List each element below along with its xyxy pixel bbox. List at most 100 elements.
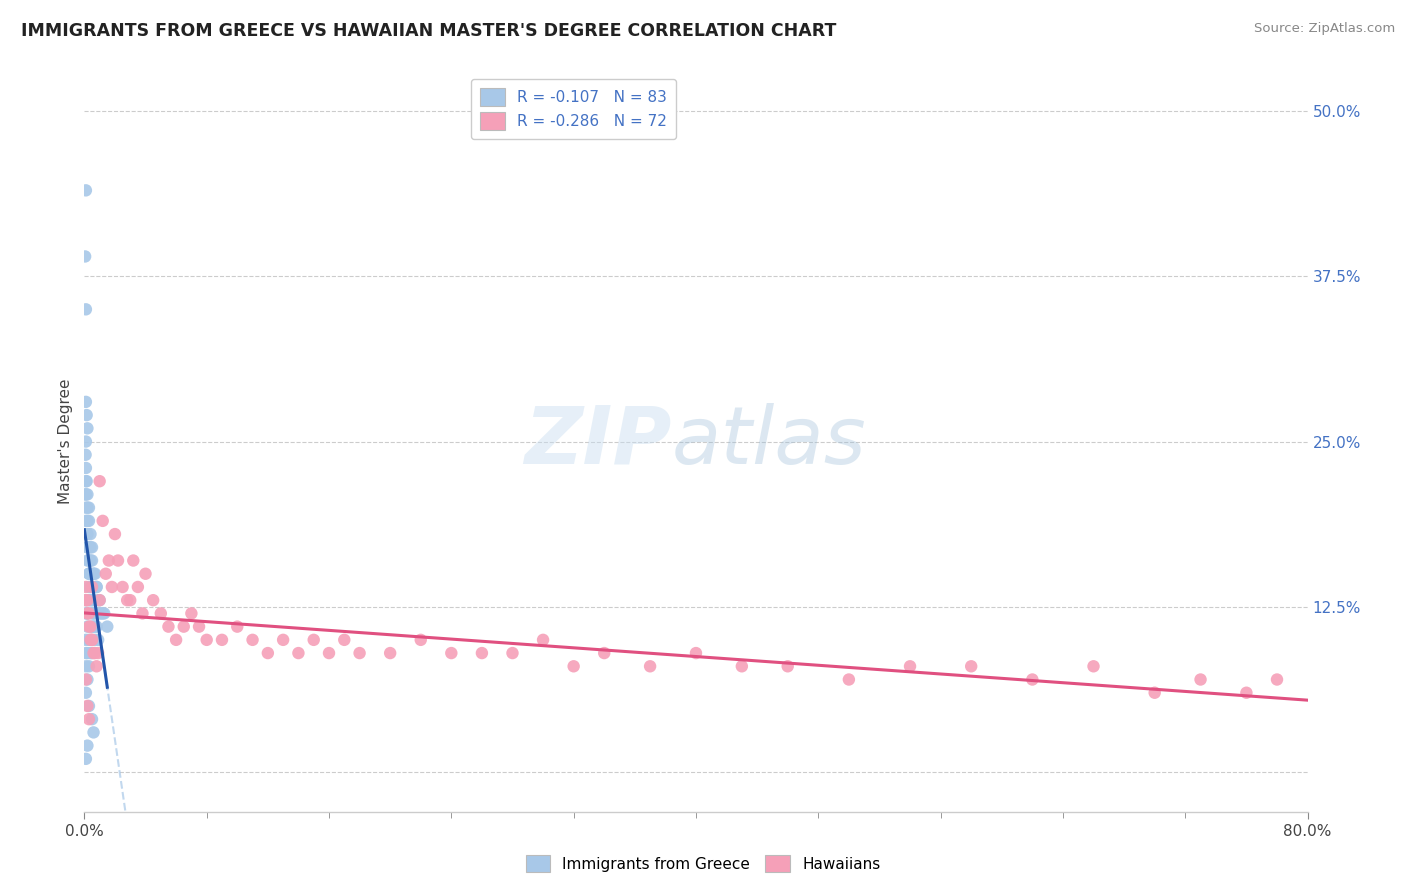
Point [211, 632, 233, 647]
Point [75, 752, 97, 766]
Point [75, 448, 97, 462]
Point [638, 659, 661, 673]
Point [333, 632, 356, 647]
Y-axis label: Master's Degree: Master's Degree [58, 379, 73, 504]
Point [75, 593, 97, 607]
Point [471, 646, 494, 660]
Point [89, 474, 111, 488]
Point [76, 593, 98, 607]
Point [76, 620, 98, 634]
Point [440, 646, 463, 660]
Point [77, 712, 100, 726]
Point [76, 421, 98, 435]
Point [77, 593, 100, 607]
Point [77, 632, 100, 647]
Point [80, 553, 103, 567]
Point [80, 593, 103, 607]
Point [84, 607, 107, 621]
Point [75, 302, 97, 317]
Point [287, 646, 309, 660]
Point [75, 395, 97, 409]
Point [173, 620, 195, 634]
Point [75, 434, 97, 449]
Point [83, 566, 105, 581]
Point [84, 620, 107, 634]
Point [77, 566, 100, 581]
Point [76, 500, 98, 515]
Point [898, 659, 921, 673]
Point [80, 580, 103, 594]
Text: IMMIGRANTS FROM GREECE VS HAWAIIAN MASTER'S DEGREE CORRELATION CHART: IMMIGRANTS FROM GREECE VS HAWAIIAN MASTE… [21, 22, 837, 40]
Point [75, 474, 97, 488]
Point [75, 580, 97, 594]
Point [76, 698, 98, 713]
Point [257, 646, 280, 660]
Point [83, 593, 105, 607]
Point [531, 632, 554, 647]
Point [731, 659, 754, 673]
Point [271, 632, 294, 647]
Point [75, 461, 97, 475]
Point [77, 698, 100, 713]
Point [120, 593, 142, 607]
Point [77, 553, 100, 567]
Point [149, 607, 172, 621]
Legend: Immigrants from Greece, Hawaiians: Immigrants from Greece, Hawaiians [517, 847, 889, 880]
Point [87, 632, 110, 647]
Point [593, 646, 616, 660]
Point [75, 487, 97, 501]
Point [75, 646, 97, 660]
Point [86, 620, 108, 634]
Point [83, 607, 105, 621]
Legend: R = -0.107   N = 83, R = -0.286   N = 72: R = -0.107 N = 83, R = -0.286 N = 72 [471, 79, 676, 139]
Point [180, 607, 202, 621]
Point [242, 632, 264, 647]
Point [84, 580, 107, 594]
Point [75, 686, 97, 700]
Point [90, 607, 112, 621]
Point [80, 632, 103, 647]
Point [76, 408, 98, 422]
Point [76, 527, 98, 541]
Point [79, 620, 101, 634]
Point [226, 620, 249, 634]
Point [94, 566, 117, 581]
Point [115, 593, 138, 607]
Point [76, 739, 98, 753]
Point [75, 250, 97, 264]
Point [79, 632, 101, 647]
Point [80, 580, 103, 594]
Point [79, 593, 101, 607]
Point [75, 514, 97, 528]
Point [107, 553, 129, 567]
Point [77, 500, 100, 515]
Text: atlas: atlas [672, 402, 866, 481]
Point [195, 632, 218, 647]
Point [84, 646, 107, 660]
Point [80, 712, 103, 726]
Point [685, 646, 707, 660]
Point [75, 673, 97, 687]
Point [76, 541, 98, 555]
Point [75, 632, 97, 647]
Point [79, 527, 101, 541]
Point [1143, 686, 1166, 700]
Point [79, 541, 101, 555]
Point [76, 607, 98, 621]
Point [76, 553, 98, 567]
Point [80, 632, 103, 647]
Point [1236, 686, 1258, 700]
Point [75, 659, 97, 673]
Point [83, 646, 105, 660]
Point [380, 646, 402, 660]
Point [101, 580, 124, 594]
Point [131, 607, 153, 621]
Text: ZIP: ZIP [524, 402, 672, 481]
Point [83, 620, 105, 634]
Point [76, 646, 98, 660]
Point [776, 659, 799, 673]
Point [91, 607, 114, 621]
Point [76, 474, 98, 488]
Point [91, 514, 114, 528]
Point [165, 632, 187, 647]
